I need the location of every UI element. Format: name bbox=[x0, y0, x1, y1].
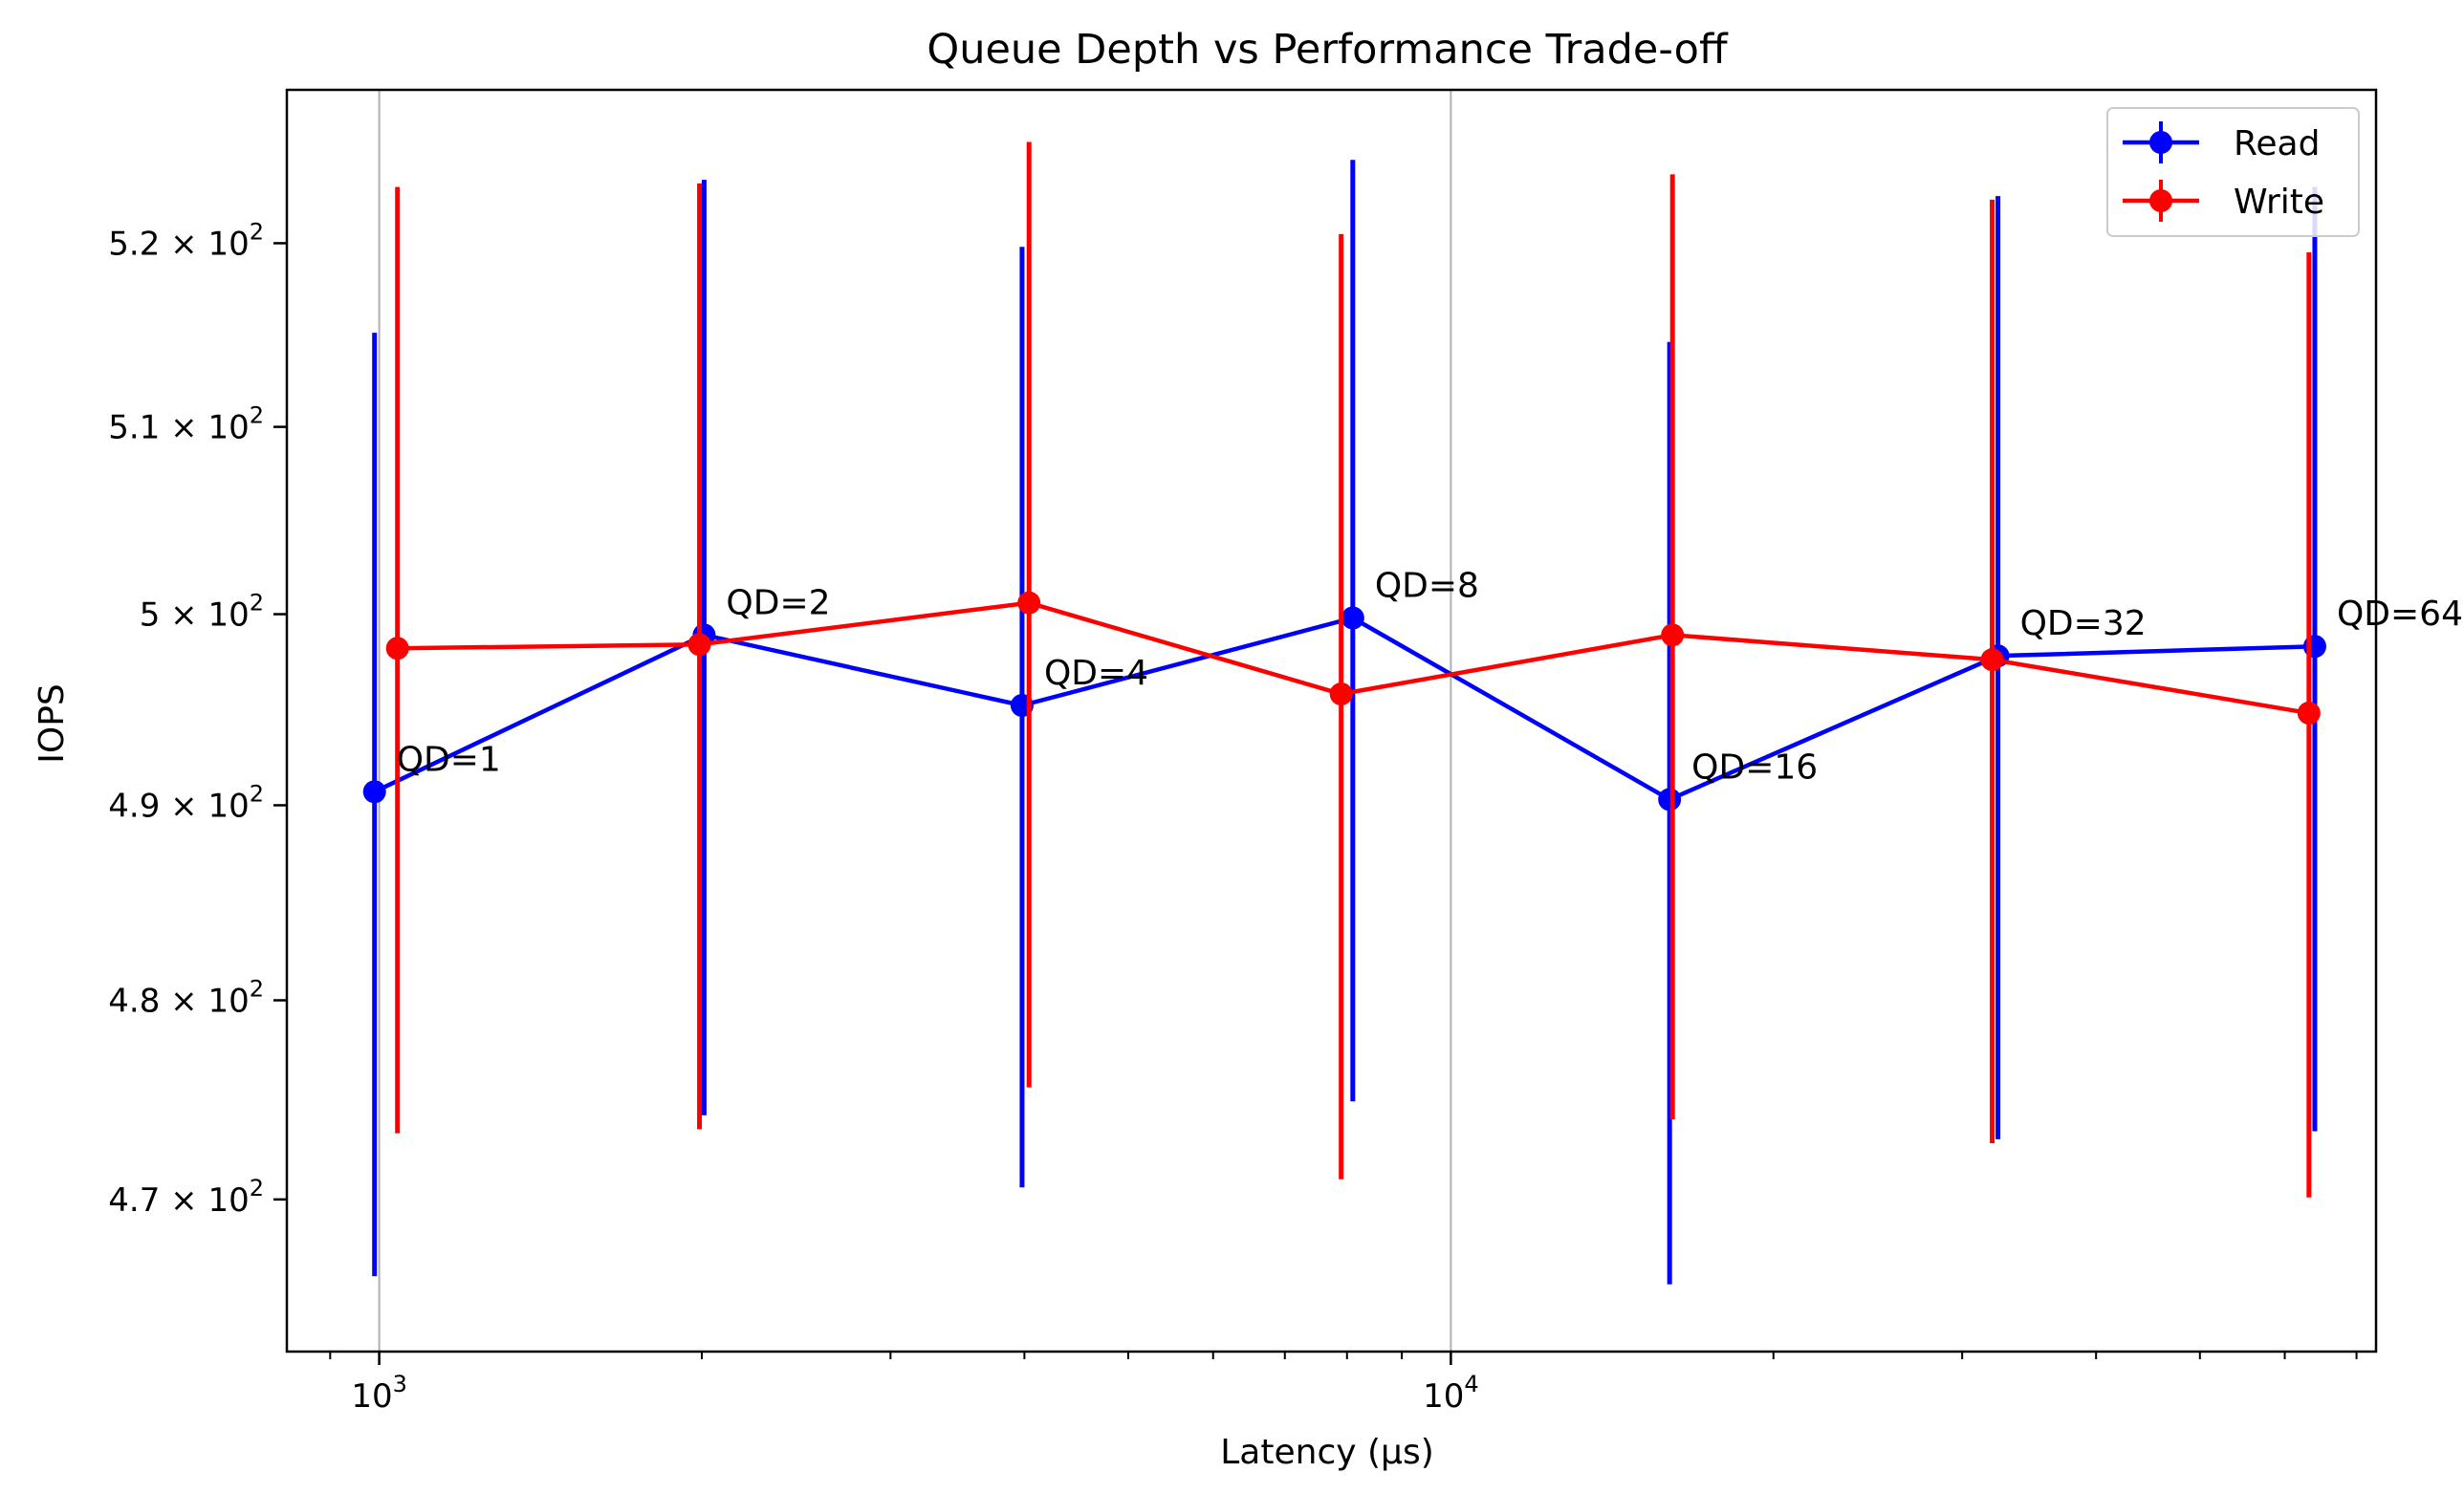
y-tick-label: 4.8 × 102 bbox=[108, 975, 264, 1020]
data-point bbox=[385, 637, 409, 660]
y-tick-label: 5.1 × 102 bbox=[108, 402, 264, 447]
annotation-label: QD=64 bbox=[2337, 595, 2463, 634]
series-write bbox=[385, 141, 2321, 1198]
legend: Read Write bbox=[2106, 107, 2360, 237]
legend-marker bbox=[2149, 189, 2172, 212]
y-axis-label: IOPS bbox=[33, 683, 72, 764]
data-point bbox=[1329, 682, 1353, 706]
y-axis: 4.7 × 102 4.8 × 102 4.9 × 102 5 × 102 5.1 × … bbox=[108, 218, 287, 1220]
legend-label: Write bbox=[2234, 183, 2324, 222]
y-tick-label: 5 × 102 bbox=[140, 590, 264, 635]
annotation-label: QD=8 bbox=[1375, 567, 1479, 606]
y-tick-label: 4.9 × 102 bbox=[108, 780, 264, 825]
data-point bbox=[1017, 591, 1041, 615]
data-point bbox=[1980, 648, 2004, 672]
chart-title: Queue Depth vs Performance Trade-off bbox=[927, 26, 1729, 74]
x-axis-label: Latency (µs) bbox=[1220, 1433, 1434, 1472]
annotation-label: QD=4 bbox=[1044, 654, 1148, 693]
gridlines bbox=[378, 90, 1452, 1352]
y-tick-label: 5.2 × 102 bbox=[108, 218, 264, 263]
data-point bbox=[687, 633, 711, 657]
data-point bbox=[1658, 788, 1682, 812]
x-axis: 103 104 bbox=[329, 1352, 2358, 1416]
annotation-label: QD=16 bbox=[1691, 747, 1818, 787]
data-point bbox=[2297, 701, 2321, 725]
plot-frame bbox=[285, 88, 2378, 1353]
legend-marker bbox=[2149, 131, 2172, 154]
annotation-label: QD=32 bbox=[2020, 604, 2147, 643]
annotation-label: QD=2 bbox=[726, 583, 830, 622]
plot-marks: QD=1 QD=2 QD=4 QD=8 QD=16 QD=32 QD=64 bbox=[362, 141, 2463, 1285]
annotation-label: QD=1 bbox=[397, 740, 501, 779]
data-point bbox=[1661, 623, 1685, 647]
x-tick-label: 103 bbox=[351, 1371, 407, 1416]
x-tick-label: 104 bbox=[1423, 1371, 1479, 1416]
y-tick-label: 4.7 × 102 bbox=[108, 1175, 264, 1220]
data-point bbox=[1341, 606, 1364, 630]
data-point bbox=[362, 780, 386, 804]
legend-label: Read bbox=[2234, 124, 2320, 163]
